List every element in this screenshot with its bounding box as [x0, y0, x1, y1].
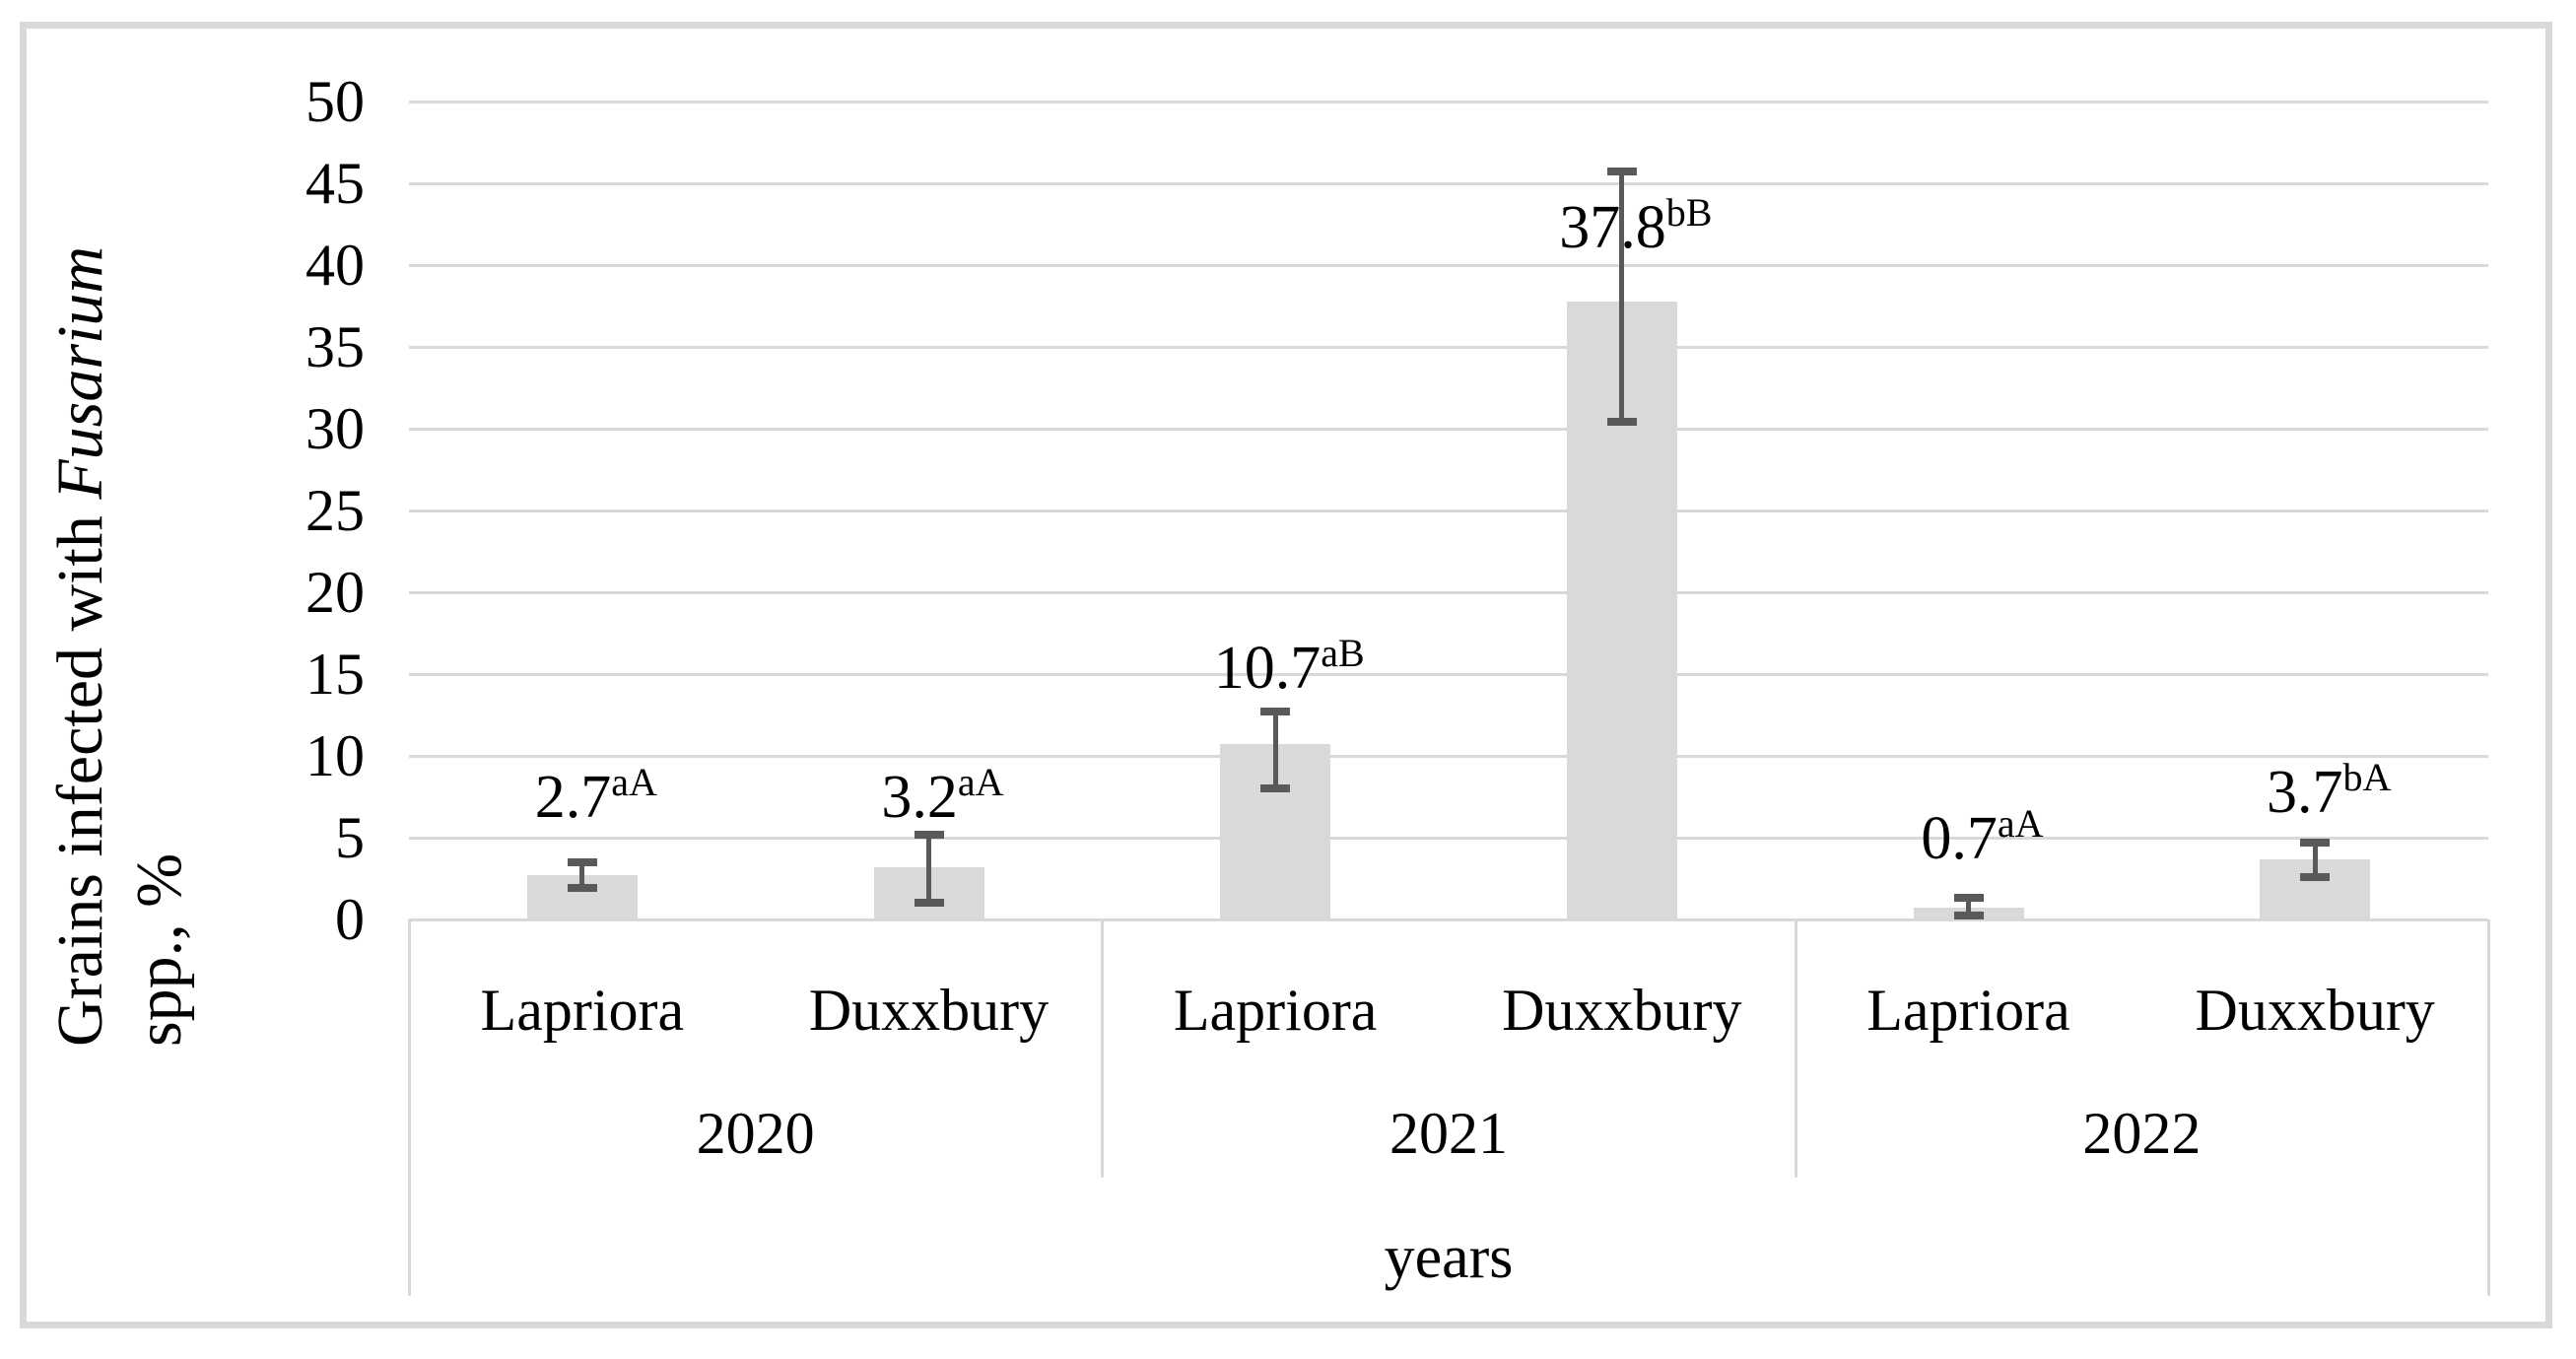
category-label-2022-lapriora: Lapriora [1866, 978, 2070, 1043]
year-label-2020: 2020 [696, 1101, 815, 1166]
y-tick-label-0: 0 [335, 887, 365, 952]
error-bar-line [926, 834, 931, 904]
error-bar-line [2312, 842, 2318, 877]
category-label-2020-lapriora: Lapriora [480, 978, 685, 1043]
y-tick-label-50: 50 [305, 69, 365, 134]
data-label-value: 3.7 [2266, 759, 2343, 827]
x-axis-line [409, 918, 2488, 921]
gridline-40 [409, 264, 2488, 267]
error-bar-cap-top [914, 830, 944, 839]
y-tick-label-35: 35 [305, 314, 365, 379]
group-divider [1101, 919, 1105, 1178]
error-bar-line [1272, 712, 1278, 789]
data-label-2021-lapriora: 10.7aB [1213, 633, 1365, 702]
y-tick-label-30: 30 [305, 396, 365, 461]
y-axis-title-line2: spp., % [123, 852, 195, 1047]
category-area-left-border [408, 919, 411, 1296]
category-label-2020-duxxbury: Duxxbury [808, 978, 1050, 1043]
year-label-2022: 2022 [2082, 1101, 2202, 1166]
category-label-2022-duxxbury: Duxxbury [2195, 978, 2435, 1043]
data-label-2020-duxxbury: 3.2aA [881, 763, 1003, 832]
error-bar-cap-bottom [567, 884, 597, 893]
data-label-superscript: bA [2342, 755, 2392, 800]
y-axis-title-text: Grains infected with Fusarium spp., % [44, 245, 195, 1047]
x-axis-title: years [1384, 1224, 1514, 1291]
data-label-value: 2.7 [534, 764, 612, 832]
group-divider [1794, 919, 1797, 1178]
gridline-5 [409, 837, 2488, 840]
data-label-superscript: aB [1321, 630, 1365, 675]
y-tick-label-10: 10 [305, 723, 365, 788]
error-bar-line [579, 861, 585, 889]
y-tick-label-5: 5 [335, 805, 365, 870]
data-label-value: 10.7 [1213, 634, 1322, 702]
data-label-2020-lapriora: 2.7aA [534, 763, 657, 832]
y-tick-label-25: 25 [305, 478, 365, 543]
gridline-10 [409, 755, 2488, 758]
data-label-2022-lapriora: 0.7aA [1921, 803, 2043, 872]
category-label-2021-duxxbury: Duxxbury [1502, 978, 1742, 1043]
y-tick-label-15: 15 [305, 642, 365, 707]
data-label-value: 37.8 [1559, 194, 1666, 262]
y-axis-title-italic: Fusarium [44, 245, 116, 500]
figure-border [20, 22, 2552, 1328]
y-tick-label-45: 45 [305, 151, 365, 216]
y-tick-label-20: 20 [305, 560, 365, 625]
y-tick-label-40: 40 [305, 233, 365, 298]
data-label-superscript: aA [611, 760, 657, 805]
data-label-2021-duxxbury: 37.8bB [1559, 193, 1712, 262]
gridline-20 [409, 591, 2488, 594]
gridline-15 [409, 673, 2488, 676]
error-bar-cap-bottom [914, 899, 944, 908]
gridline-45 [409, 182, 2488, 185]
data-label-2022-duxxbury: 3.7bA [2266, 758, 2391, 827]
error-bar-cap-bottom [1260, 784, 1291, 793]
error-bar-cap-bottom [1953, 911, 1984, 919]
gridline-25 [409, 510, 2488, 512]
error-bar-cap-bottom [2300, 872, 2331, 881]
error-bar-cap-bottom [1606, 418, 1637, 427]
gridline-50 [409, 101, 2488, 103]
error-bar-cap-top [1606, 168, 1637, 176]
gridline-30 [409, 428, 2488, 431]
error-bar-line [1966, 898, 1971, 916]
data-label-superscript: aA [1997, 800, 2044, 846]
error-bar-cap-top [567, 857, 597, 866]
y-axis-title: Grains infected with Fusarium spp., % [41, 51, 199, 1047]
category-label-2021-lapriora: Lapriora [1173, 978, 1378, 1043]
year-label-2021: 2021 [1390, 1101, 1508, 1166]
data-label-value: 3.2 [881, 764, 958, 832]
error-bar-line [1619, 171, 1625, 423]
data-label-superscript: aA [957, 760, 1004, 805]
error-bar-cap-top [1260, 708, 1291, 716]
data-label-superscript: bB [1665, 190, 1713, 236]
data-label-value: 0.7 [1921, 804, 1998, 872]
category-area-right-border [2487, 919, 2490, 1296]
error-bar-cap-top [1953, 894, 1984, 903]
error-bar-cap-top [2300, 838, 2331, 847]
gridline-35 [409, 346, 2488, 349]
